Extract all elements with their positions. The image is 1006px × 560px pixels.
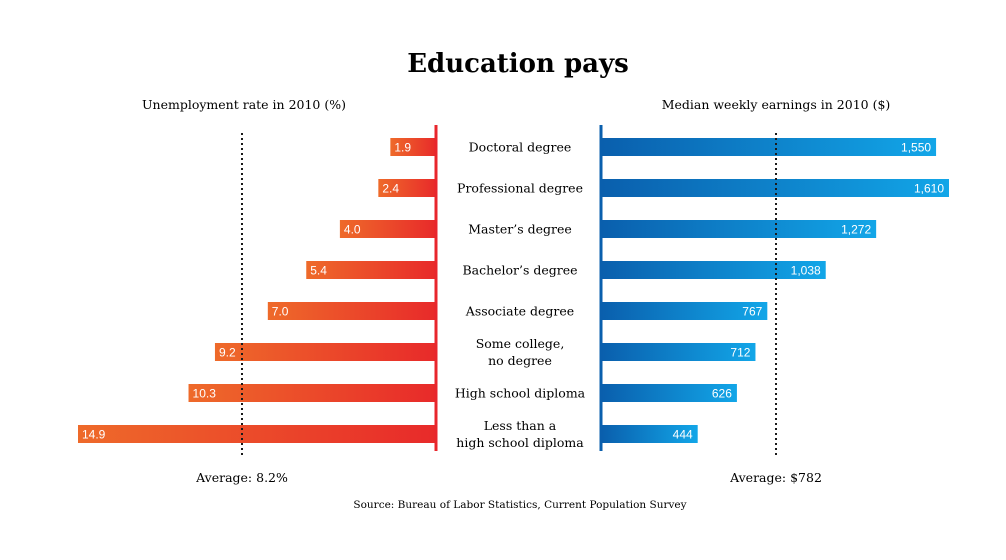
left-bar [78,425,436,443]
chart-title: Education pays [407,49,629,79]
right-bar [602,425,698,443]
right-bar [602,384,737,402]
right-bar-value-label: 1,550 [901,141,931,155]
category-label: Less than a [484,418,557,433]
category-label: Professional degree [457,181,583,196]
right-bar [602,261,826,279]
right-bar-value-label: 626 [712,387,732,401]
category-label: Master’s degree [468,222,572,237]
left-bar-value-label: 14.9 [82,428,106,442]
category-label: high school diploma [456,435,584,450]
left-bar-value-label: 5.4 [310,264,327,278]
left-bar-value-label: 7.0 [272,305,289,319]
right-bar-value-label: 712 [730,346,750,360]
right-bar [602,138,937,156]
left-bars: 1.9 2.4 4.0 5.4 7.0 9.2 10.3 14.9 [78,138,436,443]
category-labels: Doctoral degree Professional degree Master… [455,140,586,451]
left-bar-value-label: 10.3 [193,387,217,401]
left-bar [378,179,436,197]
right-bar-value-label: 1,272 [841,223,871,237]
category-label: Some college, [476,336,565,351]
right-average-label: Average: $782 [729,470,822,485]
left-bar-value-label: 4.0 [344,223,361,237]
right-bar-value-label: 1,610 [914,182,944,196]
left-bar [339,220,436,238]
left-average-label: Average: 8.2% [195,470,288,485]
right-bar [602,302,768,320]
right-bar [602,343,756,361]
left-bar-value-label: 2.4 [382,182,399,196]
left-panel-title: Unemployment rate in 2010 (%) [142,97,346,112]
right-bar-value-label: 444 [673,428,693,442]
category-label: Associate degree [465,304,574,319]
left-bar [390,138,436,156]
right-panel-title: Median weekly earnings in 2010 ($) [662,97,891,112]
left-bar [267,302,436,320]
right-bar-value-label: 1,038 [791,264,821,278]
category-label: Bachelor’s degree [462,263,577,278]
source-note: Source: Bureau of Labor Statistics, Curr… [353,499,686,511]
left-bar [306,261,436,279]
right-bar [602,220,877,238]
right-bar-value-label: 767 [742,305,762,319]
left-bar [214,343,436,361]
category-label: High school diploma [455,386,586,401]
left-bar-value-label: 9.2 [219,346,236,360]
category-label: no degree [488,353,552,368]
left-bar [188,384,436,402]
category-label: Doctoral degree [469,140,572,155]
left-bar-value-label: 1.9 [394,141,411,155]
